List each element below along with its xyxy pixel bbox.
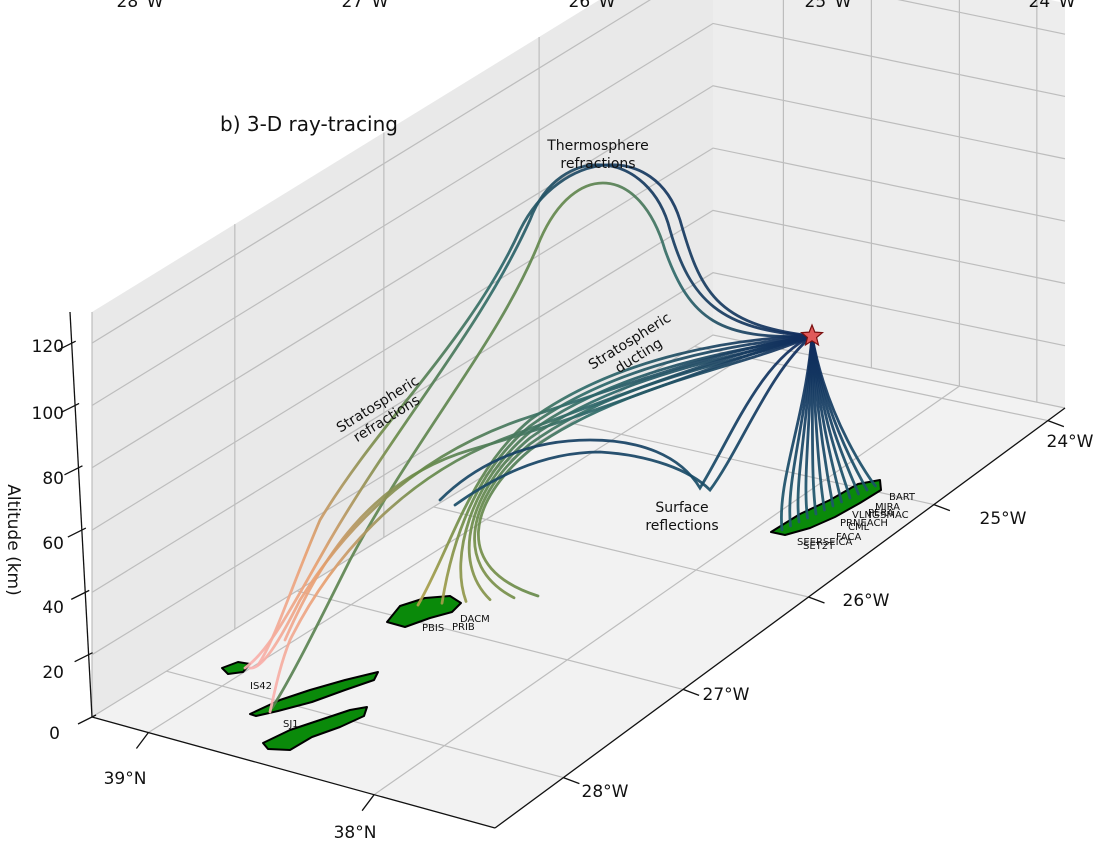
station-label-set2t: SET2T	[803, 541, 835, 552]
lon-tick-mark	[1047, 419, 1065, 428]
lon-tick-mark	[933, 503, 951, 512]
top-tick-25w: 25°W	[805, 0, 852, 12]
z-tick-40: 40	[42, 598, 64, 618]
z-gridline	[91, 147, 1066, 531]
z-axis-line	[69, 311, 93, 718]
ray-thermosphere	[243, 163, 814, 670]
back-wall-pane	[713, 0, 1065, 408]
station-label-bart: BART	[889, 492, 916, 503]
lat-tick-mark	[361, 794, 375, 812]
top-tick-24w: 24°W	[1029, 0, 1076, 12]
z-tick-mark	[74, 652, 93, 663]
ray-stratospheric-refractions	[268, 334, 814, 714]
z-tick-100: 100	[32, 404, 64, 424]
lon-tick-mark	[682, 688, 700, 697]
lon-tick-26w: 26°W	[843, 591, 890, 611]
z-tick-120: 120	[32, 337, 64, 357]
ray-thermosphere	[270, 181, 814, 710]
station-label-smac: SMAC	[880, 510, 909, 521]
lon-gridline	[694, 345, 1049, 422]
lat-tick-39n: 39°N	[104, 769, 147, 789]
source-star-marker	[799, 323, 825, 347]
z-tick-80: 80	[42, 469, 64, 489]
lat-gridline	[373, 385, 960, 796]
station-label-prneach: PRNEACH	[840, 518, 888, 529]
z-gridline	[91, 334, 1066, 718]
ray-thermosphere	[256, 163, 814, 667]
z-gridline	[91, 0, 1066, 344]
station-label-seersei: SEERSEICA	[797, 537, 853, 548]
lon-gridline	[296, 590, 684, 690]
station-label-is42: IS42	[250, 681, 272, 692]
station-label-vlng: VLNG	[852, 510, 880, 521]
lon-gridline	[433, 506, 809, 598]
station-label-pera: PERA	[868, 508, 894, 519]
lon-tick-28w: 28°W	[582, 782, 629, 802]
z-gridline	[91, 209, 1066, 593]
z-gridline	[91, 85, 1066, 469]
z-tick-mark	[70, 589, 90, 600]
ray-surface-reflection	[438, 334, 814, 502]
lat-tick-mark	[135, 732, 149, 749]
station-label-faca: FACA	[836, 532, 861, 543]
z-gridline	[91, 22, 1066, 406]
z-tick-0: 0	[49, 724, 60, 744]
lat-axis-line	[91, 716, 496, 829]
annotation-thermosphere: Thermosphere refractions	[546, 138, 648, 172]
z-tick-mark	[67, 527, 87, 538]
lon-tick-24w: 24°W	[1047, 432, 1094, 452]
station-labels: BART MIRA SMAC PERA VLNG CML PRNEACH FAC…	[250, 492, 916, 730]
ray-stratospheric-refractions	[283, 334, 814, 642]
annotation-thermosphere-line-1: Thermosphere	[546, 138, 648, 154]
ray-direct	[810, 334, 877, 488]
top-tick-27w: 27°W	[342, 0, 389, 12]
top-tick-26w: 26°W	[569, 0, 616, 12]
annotation-surface: Surface reflections	[645, 500, 718, 534]
lon-tick-27w: 27°W	[703, 685, 750, 705]
annotation-surface-line-2: reflections	[645, 518, 718, 534]
axis-lines	[57, 311, 1066, 829]
lat-tick-38n: 38°N	[334, 823, 377, 843]
station-label-mira: MIRA	[875, 502, 900, 513]
lon-gridline	[166, 670, 564, 779]
lon-tick-mark	[563, 776, 580, 785]
top-longitude-ticks: 28°W 27°W 26°W 25°W 24°W	[117, 0, 1076, 12]
ray-surface-reflection	[453, 334, 814, 507]
latitude-ticks: 39°N 38°N	[104, 769, 377, 843]
longitude-ticks: 28°W 27°W 26°W 25°W 24°W	[582, 432, 1094, 802]
z-tick-mark	[77, 714, 97, 725]
z-ticks: 0 20 40 60 80 100 120	[32, 337, 64, 744]
chart-title: b) 3-D ray-tracing	[220, 112, 398, 136]
annotation-surface-line-1: Surface	[655, 500, 708, 516]
station-label-dacm: DACM	[460, 614, 490, 625]
lon-tick-mark	[808, 596, 825, 604]
floor-pane	[92, 335, 1065, 828]
z-gridline	[91, 272, 1066, 656]
grid-lines	[91, 0, 1066, 796]
lon-tick-25w: 25°W	[980, 509, 1027, 529]
station-label-cml: CML	[848, 522, 870, 533]
station-label-prib: PRIB	[452, 622, 475, 633]
z-tick-mark	[60, 402, 80, 414]
z-tick-60: 60	[42, 534, 64, 554]
z-tick-mark	[57, 340, 76, 351]
ray-stratospheric-ducting	[440, 334, 814, 605]
lon-axis-line	[494, 407, 1066, 829]
z-tick-mark	[64, 465, 83, 476]
rays	[243, 163, 877, 714]
island-pico	[262, 706, 368, 751]
ray-stratospheric-ducting	[477, 334, 814, 598]
z-axis-label: Altitude (km)	[3, 484, 23, 596]
annotation-thermosphere-line-2: refractions	[560, 156, 635, 172]
z-tick-20: 20	[42, 663, 64, 683]
top-tick-28w: 28°W	[117, 0, 164, 12]
ray-stratospheric-refractions	[248, 334, 814, 670]
station-label-sj1: SJ1	[283, 719, 299, 730]
station-label-pbis: PBIS	[422, 623, 444, 634]
